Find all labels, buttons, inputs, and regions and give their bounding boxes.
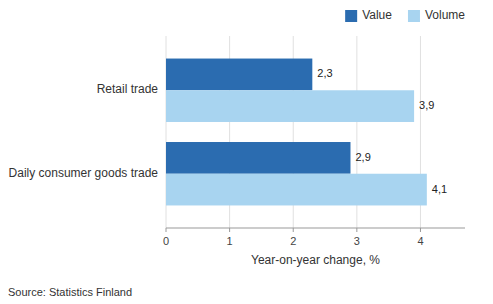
data-label: 2,9 xyxy=(355,151,370,163)
tick-label: 1 xyxy=(227,235,233,247)
tick-mark xyxy=(356,228,357,232)
tick-mark xyxy=(420,228,421,232)
tick-label: 3 xyxy=(354,235,360,247)
tick-label: 4 xyxy=(417,235,423,247)
data-labels: 2,9 2,3 4,1 3,9 xyxy=(317,67,447,194)
tick-mark xyxy=(229,228,230,232)
legend-item: Value xyxy=(345,8,392,22)
data-label: 3,9 xyxy=(419,99,434,111)
legend-item: Volume xyxy=(408,8,465,22)
tick-mark xyxy=(293,228,294,232)
legend-label: Value xyxy=(362,8,392,22)
bar xyxy=(166,59,312,91)
x-axis-label: Year-on-year change, % xyxy=(251,253,380,267)
data-label: 4,1 xyxy=(432,183,447,195)
legend: Value Volume xyxy=(345,8,465,22)
legend-label: Volume xyxy=(425,8,465,22)
bar xyxy=(166,142,350,174)
tick-label: 0 xyxy=(163,235,169,247)
data-label: 2,3 xyxy=(317,67,332,79)
x-axis-line xyxy=(166,228,465,229)
chart: Daily consumer goods trade Retail trade 0 1… xyxy=(0,0,493,304)
source: Source: Statistics Finland xyxy=(8,286,132,298)
category-label: Retail trade xyxy=(97,82,159,96)
bars xyxy=(166,59,427,206)
tick-mark xyxy=(166,228,167,232)
bar xyxy=(166,90,414,122)
bar xyxy=(166,174,427,206)
legend-swatch xyxy=(408,10,420,22)
tick-label: 2 xyxy=(290,235,296,247)
category-label: Daily consumer goods trade xyxy=(9,166,159,180)
legend-swatch xyxy=(345,10,357,22)
